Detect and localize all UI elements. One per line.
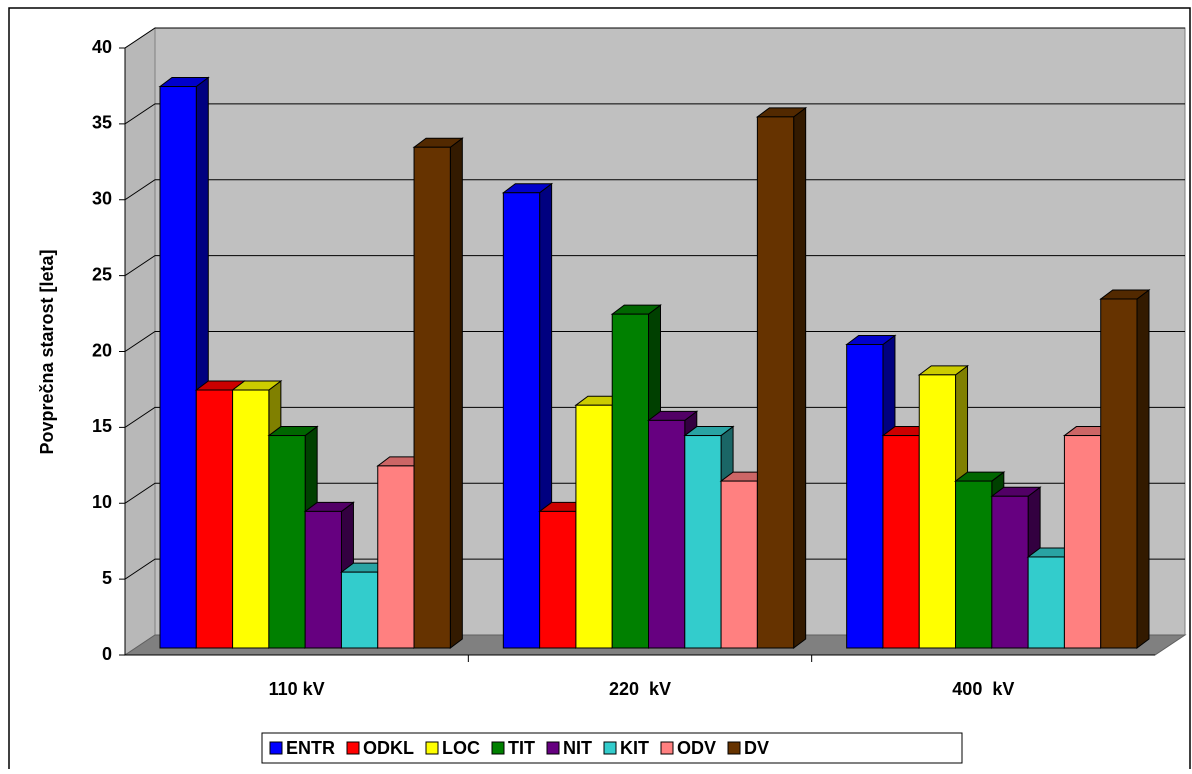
bar-front xyxy=(684,435,722,649)
bar-front xyxy=(195,389,234,649)
x-tick-label: 400 kV xyxy=(952,679,1014,699)
bar-front xyxy=(413,146,451,649)
bar-front xyxy=(304,510,342,649)
legend-label: DV xyxy=(744,738,769,758)
y-tick-label: 40 xyxy=(92,37,112,57)
grid-line xyxy=(124,27,1185,49)
bar-front xyxy=(611,313,649,649)
legend-label: ENTR xyxy=(286,738,335,758)
bar-front xyxy=(159,86,197,649)
bar-front xyxy=(955,480,993,649)
bar-side xyxy=(449,137,463,649)
x-tick-label: 110 kV xyxy=(269,679,325,699)
grid-line xyxy=(124,179,1185,201)
legend-label: NIT xyxy=(563,738,592,758)
bar-front xyxy=(756,116,795,649)
legend-swatch xyxy=(660,741,674,755)
bar-front xyxy=(539,510,577,649)
bar-front xyxy=(1063,435,1102,649)
legend-swatch xyxy=(546,741,560,755)
legend-swatch xyxy=(491,741,505,755)
grid: 0 5 10 15 20 25 30 35 40 xyxy=(92,27,1185,664)
grid-line xyxy=(124,406,1185,428)
legend-label: ODV xyxy=(677,738,716,758)
legend-label: KIT xyxy=(620,738,649,758)
bar-front xyxy=(991,495,1029,649)
grid-line xyxy=(124,103,1185,125)
bar-front xyxy=(232,389,270,649)
bar xyxy=(1099,288,1151,649)
y-tick-label: 15 xyxy=(92,416,112,436)
bar-front xyxy=(1027,556,1065,649)
bar-front xyxy=(575,404,613,649)
bar-front xyxy=(268,435,306,649)
bar-front xyxy=(502,192,541,649)
bar-front xyxy=(918,374,957,649)
legend-swatch xyxy=(425,741,439,755)
bar-front xyxy=(882,435,920,649)
y-tick-label: 20 xyxy=(92,340,112,360)
bar xyxy=(412,137,464,649)
bar-front xyxy=(720,480,758,649)
bar xyxy=(755,106,808,649)
bar-front xyxy=(1100,298,1138,649)
grid-line xyxy=(124,255,1185,277)
bar-front xyxy=(377,465,415,649)
y-axis-label: Povprečna starost [leta] xyxy=(37,249,57,454)
legend-swatch xyxy=(603,741,617,755)
y-tick-label: 10 xyxy=(92,492,112,512)
legend-label: LOC xyxy=(442,738,480,758)
y-tick-label: 25 xyxy=(92,264,112,284)
legend-label: TIT xyxy=(508,738,535,758)
bar-front xyxy=(846,344,884,649)
x-tick-label: 220 kV xyxy=(609,679,671,699)
legend-label: ODKL xyxy=(363,738,414,758)
grid-line xyxy=(124,482,1185,504)
legend-swatch xyxy=(727,741,741,755)
y-tick-label: 0 xyxy=(102,644,112,664)
grid-line xyxy=(124,331,1185,352)
bar-front xyxy=(340,571,379,649)
legend-swatch xyxy=(269,741,283,755)
bar-front xyxy=(648,419,686,649)
y-tick-label: 30 xyxy=(92,189,112,209)
bar-side xyxy=(793,106,807,649)
bar-side xyxy=(1136,288,1150,649)
grid-line xyxy=(124,558,1185,580)
bars xyxy=(158,76,1151,649)
legend-swatch xyxy=(346,741,360,755)
y-tick-label: 5 xyxy=(102,568,112,588)
y-tick-label: 35 xyxy=(92,113,112,133)
